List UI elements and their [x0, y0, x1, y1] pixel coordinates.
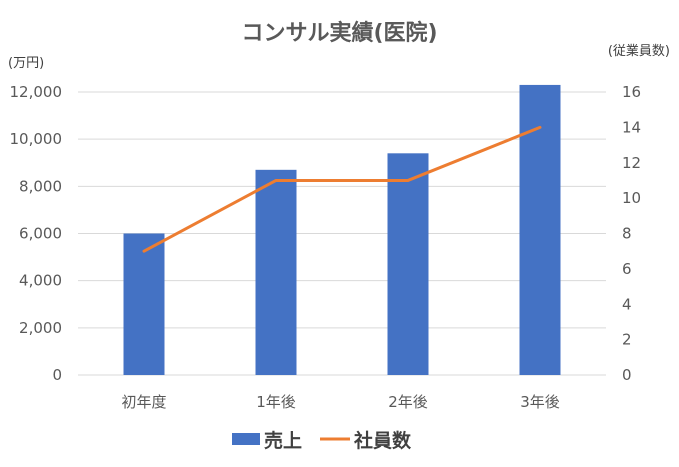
right-axis-ticks: 0 2 4 6 8 10 12 14 16 [622, 83, 641, 384]
legend-sales-swatch [232, 433, 260, 445]
bar-sales [255, 169, 297, 375]
legend: 売上 社員数 [232, 429, 412, 452]
right-axis-tick-label: 0 [622, 366, 632, 384]
left-axis-unit-label: (万円) [8, 56, 44, 71]
left-axis-tick-label: 8,000 [19, 177, 62, 195]
left-axis-tick-label: 6,000 [19, 225, 62, 243]
left-axis-tick-label: 0 [52, 366, 62, 384]
left-axis-tick-label: 12,000 [10, 83, 63, 101]
right-axis-tick-label: 8 [622, 225, 632, 243]
legend-employees-label: 社員数 [353, 429, 412, 452]
bar-series-group [123, 84, 561, 376]
chart-title: コンサル実績(医院) [241, 20, 437, 46]
right-axis-tick-label: 16 [622, 83, 641, 101]
right-axis-tick-label: 2 [622, 331, 632, 349]
x-axis-tick-label: 初年度 [121, 393, 166, 411]
right-axis-unit-label: (従業員数) [608, 43, 670, 59]
left-axis-ticks: 0 2,000 4,000 6,000 8,000 10,000 12,000 [10, 83, 63, 384]
right-axis-tick-label: 12 [622, 154, 641, 172]
line-series-group [142, 125, 542, 253]
right-axis-tick-label: 14 [622, 118, 641, 136]
left-axis-tick-label: 4,000 [19, 272, 62, 290]
x-axis-tick-label: 1年後 [256, 393, 296, 411]
right-axis-tick-label: 4 [622, 295, 632, 313]
bar-sales [387, 153, 429, 375]
legend-sales-label: 売上 [264, 429, 302, 452]
right-axis-tick-label: 6 [622, 260, 632, 278]
bar-sales [123, 233, 165, 375]
left-axis-tick-label: 2,000 [19, 319, 62, 337]
x-axis-tick-label: 2年後 [388, 393, 428, 411]
x-axis-ticks: 初年度 1年後 2年後 3年後 [121, 393, 559, 411]
left-axis-tick-label: 10,000 [10, 130, 63, 148]
line-employees [142, 125, 542, 253]
right-axis-tick-label: 10 [622, 189, 641, 207]
gridlines-group [78, 91, 606, 376]
x-axis-tick-label: 3年後 [520, 393, 560, 411]
